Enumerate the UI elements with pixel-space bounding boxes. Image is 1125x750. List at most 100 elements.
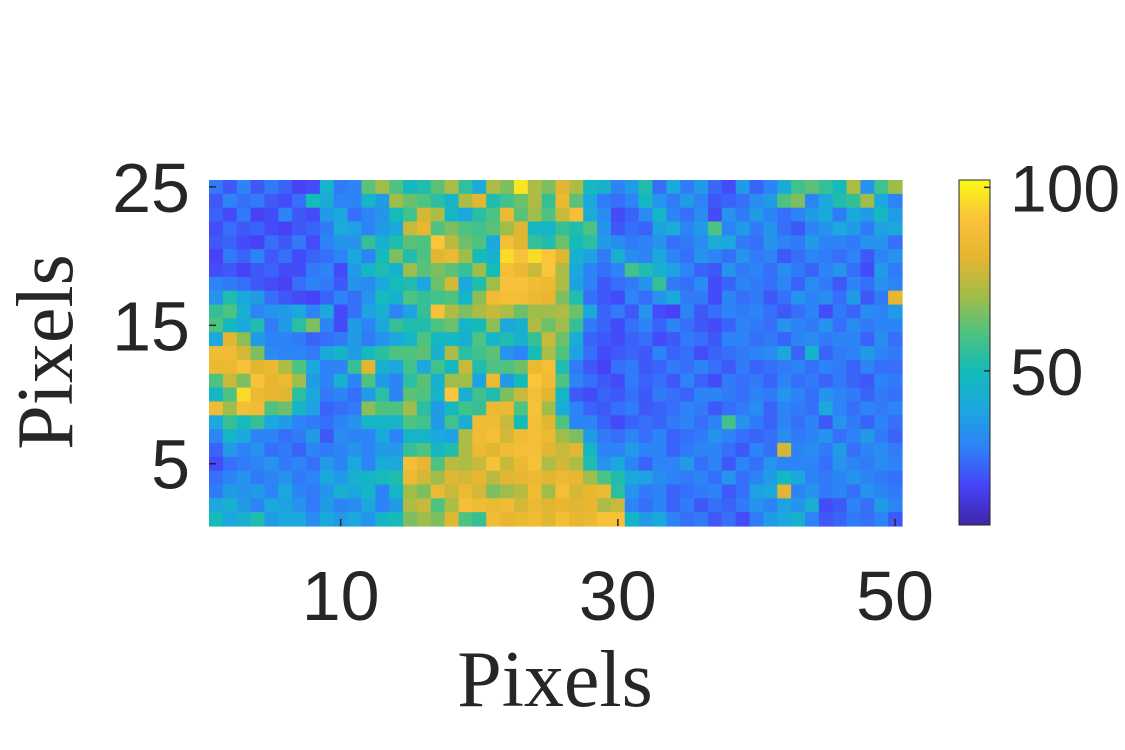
heatmap-cell (666, 401, 681, 416)
heatmap-cell (292, 207, 307, 223)
heatmap-cell (527, 346, 543, 361)
heatmap-cell (846, 180, 862, 195)
heatmap-cell (209, 318, 224, 333)
heatmap-cell (652, 276, 667, 292)
heatmap-cell (583, 484, 598, 499)
heatmap-cell (846, 442, 862, 458)
heatmap-cell (694, 346, 709, 361)
heatmap-cell (403, 180, 418, 195)
heatmap-cell (707, 512, 723, 527)
heatmap-cell (832, 401, 848, 416)
heatmap-cell (804, 304, 820, 319)
heatmap-cell (874, 415, 889, 430)
heatmap-cell (444, 221, 460, 236)
heatmap-cell (209, 207, 224, 223)
heatmap-cell (209, 332, 224, 347)
heatmap-cell (832, 318, 848, 333)
heatmap-cell (527, 359, 543, 375)
heatmap-cell (278, 470, 293, 486)
heatmap-cell (569, 249, 584, 264)
heatmap-cell (860, 512, 875, 527)
heatmap-cell (597, 373, 612, 389)
heatmap-cell (707, 498, 723, 513)
heatmap-cell (389, 484, 404, 499)
heatmap-cell (389, 318, 404, 333)
heatmap-cell (583, 235, 598, 250)
heatmap-cell (278, 512, 293, 527)
heatmap-cell (500, 207, 515, 223)
heatmap-cell (735, 290, 751, 306)
heatmap-cell (306, 401, 321, 416)
heatmap-cell (874, 180, 889, 195)
heatmap-cell (555, 373, 570, 389)
heatmap-cell (333, 332, 349, 347)
heatmap-cell (250, 249, 266, 264)
heatmap-cell (874, 429, 889, 444)
heatmap-cell (888, 470, 903, 486)
heatmap-cell (763, 401, 778, 416)
heatmap-cell (652, 207, 667, 223)
heatmap-cell (735, 249, 751, 264)
heatmap-cell (832, 193, 848, 209)
heatmap-cell (236, 263, 252, 278)
heatmap-cell (818, 332, 834, 347)
heatmap-cell (735, 484, 751, 499)
heatmap-cell (347, 290, 363, 306)
heatmap-cell (444, 304, 460, 319)
heatmap-cell (278, 276, 293, 292)
heatmap-cell (278, 221, 293, 236)
heatmap-cell (583, 304, 598, 319)
heatmap-cell (597, 290, 612, 306)
heatmap-cell (680, 276, 695, 292)
heatmap-cell (597, 318, 612, 333)
heatmap-cell (486, 221, 501, 236)
heatmap-cell (500, 276, 515, 292)
heatmap-cell (804, 290, 820, 306)
heatmap-cell (583, 221, 598, 236)
heatmap-cell (777, 346, 792, 361)
heatmap-cell (818, 221, 834, 236)
heatmap-cell (555, 442, 570, 458)
heatmap-cell (361, 512, 376, 527)
heatmap-cell (306, 332, 321, 347)
heatmap-cell (472, 484, 487, 499)
heatmap-cell (749, 456, 764, 472)
heatmap-cell (583, 512, 598, 527)
heatmap-cell (860, 290, 875, 306)
heatmap-cell (777, 193, 792, 209)
heatmap-cell (777, 276, 792, 292)
heatmap-cell (292, 193, 307, 209)
heatmap-cell (500, 429, 515, 444)
heatmap-cell (874, 304, 889, 319)
heatmap-cell (444, 290, 460, 306)
heatmap-cell (749, 290, 764, 306)
heatmap-cell (236, 221, 252, 236)
heatmap-cell (333, 401, 349, 416)
heatmap-cell (721, 276, 737, 292)
heatmap-cell (804, 387, 820, 403)
heatmap-cell (375, 373, 390, 389)
heatmap-cell (403, 193, 418, 209)
heatmap-cell (777, 249, 792, 264)
heatmap-cell (638, 263, 654, 278)
heatmap-cell (292, 401, 307, 416)
heatmap-cell (222, 221, 238, 236)
heatmap-cell (250, 484, 266, 499)
heatmap-cell (278, 456, 293, 472)
heatmap-cell (721, 512, 737, 527)
heatmap-cell (666, 373, 681, 389)
heatmap-cell (624, 290, 640, 306)
heatmap-cell (333, 456, 349, 472)
heatmap-cell (375, 415, 390, 430)
heatmap-cell (777, 498, 792, 513)
heatmap-cell (763, 304, 778, 319)
heatmap-cell (749, 304, 764, 319)
heatmap-cell (403, 249, 418, 264)
heatmap-cell (472, 276, 487, 292)
heatmap-cell (749, 512, 764, 527)
heatmap-cell (888, 429, 903, 444)
heatmap-cell (430, 456, 446, 472)
heatmap-cell (278, 346, 293, 361)
heatmap-cell (250, 387, 266, 403)
heatmap-cell (666, 221, 681, 236)
